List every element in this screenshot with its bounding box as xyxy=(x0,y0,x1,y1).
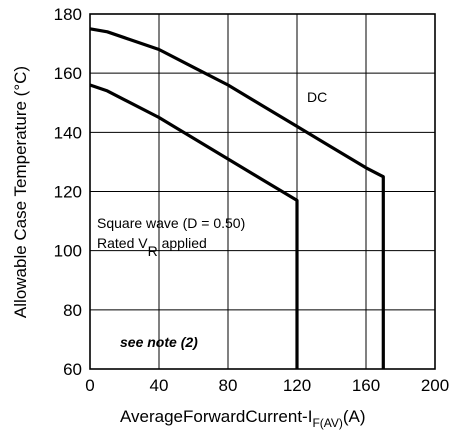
x-tick-label: 0 xyxy=(85,376,94,395)
square-wave-label: Square wave (D = 0.50) xyxy=(97,215,245,231)
grid-lines xyxy=(90,14,435,369)
x-tick-label: 40 xyxy=(150,376,169,395)
series-curves xyxy=(89,27,385,369)
plot-frame xyxy=(89,13,436,370)
series-label-dc: DC xyxy=(307,89,327,105)
x-tick-label: 160 xyxy=(352,376,380,395)
rated-vr-subscript: R xyxy=(148,243,158,259)
y-tick-label: 100 xyxy=(54,242,82,261)
square-wave-curve xyxy=(89,83,299,369)
y-axis-label: Allowable Case Temperature (°C) xyxy=(11,66,30,318)
y-tick-label: 120 xyxy=(54,183,82,202)
note-label: see note (2) xyxy=(120,334,198,350)
x-tick-label: 80 xyxy=(219,376,238,395)
y-tick-label: 180 xyxy=(54,5,82,24)
rated-vr-suffix: applied xyxy=(158,235,207,251)
x-tick-label: 200 xyxy=(421,376,449,395)
y-tick-label: 160 xyxy=(54,64,82,83)
x-axis-label-main: AverageForwardCurrent-I xyxy=(120,407,312,426)
x-axis-label-subscript: F(AV) xyxy=(312,416,342,430)
tick-labels: 0 40 80 120 160 200 60 80 100 120 140 160 180 xyxy=(54,5,450,395)
dc-curve xyxy=(89,27,385,369)
y-tick-label: 140 xyxy=(54,123,82,142)
rated-vr-label: Rated VR applied xyxy=(97,235,207,259)
y-tick-label: 60 xyxy=(63,360,82,379)
x-axis-label: AverageForwardCurrent-IF(AV)(A) xyxy=(120,407,366,430)
x-axis-label-unit: (A) xyxy=(343,407,366,426)
x-tick-label: 120 xyxy=(283,376,311,395)
rated-vr-prefix: Rated V xyxy=(97,235,148,251)
y-tick-label: 80 xyxy=(63,301,82,320)
